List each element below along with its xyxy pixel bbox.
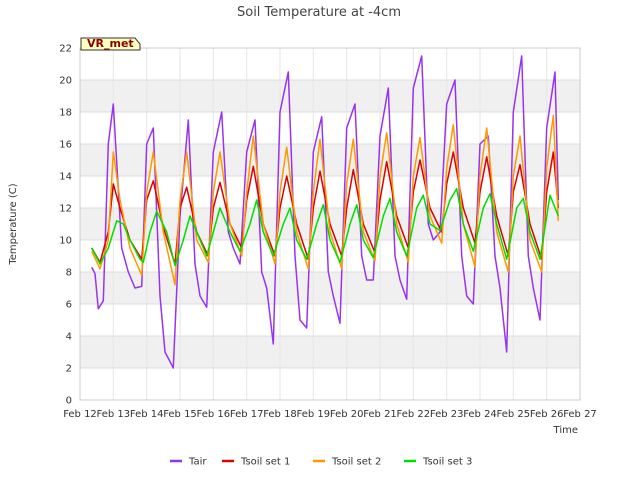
x-tick-label: Feb 16 xyxy=(197,409,231,420)
legend-label-tsoil-set-1: Tsoil set 1 xyxy=(240,457,290,468)
station-badge-text: VR_met xyxy=(87,37,134,50)
y-tick-label: 18 xyxy=(59,108,72,119)
x-tick-label: Feb 20 xyxy=(330,409,364,420)
series-line-tsoil-set-3 xyxy=(91,188,559,267)
plot-band xyxy=(80,80,580,112)
x-axis-ticks: Feb 12 Feb 13 Feb 14 Feb 15 Feb 16 Feb 17 Feb … xyxy=(63,409,597,420)
legend-label-tair: Tair xyxy=(188,457,207,468)
x-tick-label: Feb 26 xyxy=(530,409,564,420)
series-line-tair xyxy=(91,55,560,369)
y-tick-label: 10 xyxy=(59,236,72,247)
plot-frame xyxy=(79,47,581,401)
series-line-tsoil-set-2 xyxy=(91,114,560,286)
y-tick-label: 4 xyxy=(66,332,72,343)
y-tick-label: 2 xyxy=(66,364,72,375)
y-axis-label: Temperature (C) xyxy=(8,183,19,265)
x-tick-label: Feb 23 xyxy=(430,409,464,420)
x-tick-label: Feb 17 xyxy=(230,409,264,420)
y-tick-label: 0 xyxy=(66,396,72,407)
x-tick-label: Feb 21 xyxy=(363,409,397,420)
x-tick-label: Feb 27 xyxy=(563,409,597,420)
legend-label-tsoil-set-2: Tsoil set 2 xyxy=(331,457,381,468)
chart-title: Soil Temperature at -4cm xyxy=(237,5,401,20)
plot-band xyxy=(80,48,580,80)
x-tick-label: Feb 13 xyxy=(97,409,131,420)
x-tick-label: Feb 22 xyxy=(397,409,431,420)
x-axis-label: Time xyxy=(553,425,578,436)
y-tick-label: 14 xyxy=(59,172,72,183)
x-tick-label: Feb 14 xyxy=(130,409,164,420)
x-tick-label: Feb 24 xyxy=(463,409,497,420)
plot-band xyxy=(80,368,580,400)
x-tick-label: Feb 15 xyxy=(163,409,197,420)
y-tick-label: 22 xyxy=(59,44,72,55)
y-tick-label: 12 xyxy=(59,204,72,215)
x-tick-label: Feb 12 xyxy=(63,409,97,420)
x-tick-label: Feb 18 xyxy=(263,409,297,420)
plot-band xyxy=(80,176,580,208)
y-tick-label: 6 xyxy=(66,300,72,311)
station-badge-box xyxy=(80,37,141,51)
legend: Tair Tsoil set 1 Tsoil set 2 Tsoil set 3 xyxy=(170,457,472,468)
y-tick-label: 8 xyxy=(66,268,72,279)
series-line-tsoil-set-1 xyxy=(91,151,560,265)
y-tick-label: 16 xyxy=(59,140,72,151)
x-tick-label: Feb 19 xyxy=(297,409,331,420)
series-lines xyxy=(91,55,560,369)
y-tick-label: 20 xyxy=(59,76,72,87)
x-tick-label: Feb 25 xyxy=(497,409,531,420)
station-badge: VR_met xyxy=(80,37,141,51)
plot-band xyxy=(80,112,580,144)
plot-band xyxy=(80,144,580,176)
y-axis-ticks: 0 2 4 6 8 10 12 14 16 18 20 22 xyxy=(59,44,72,407)
legend-label-tsoil-set-3: Tsoil set 3 xyxy=(422,457,472,468)
